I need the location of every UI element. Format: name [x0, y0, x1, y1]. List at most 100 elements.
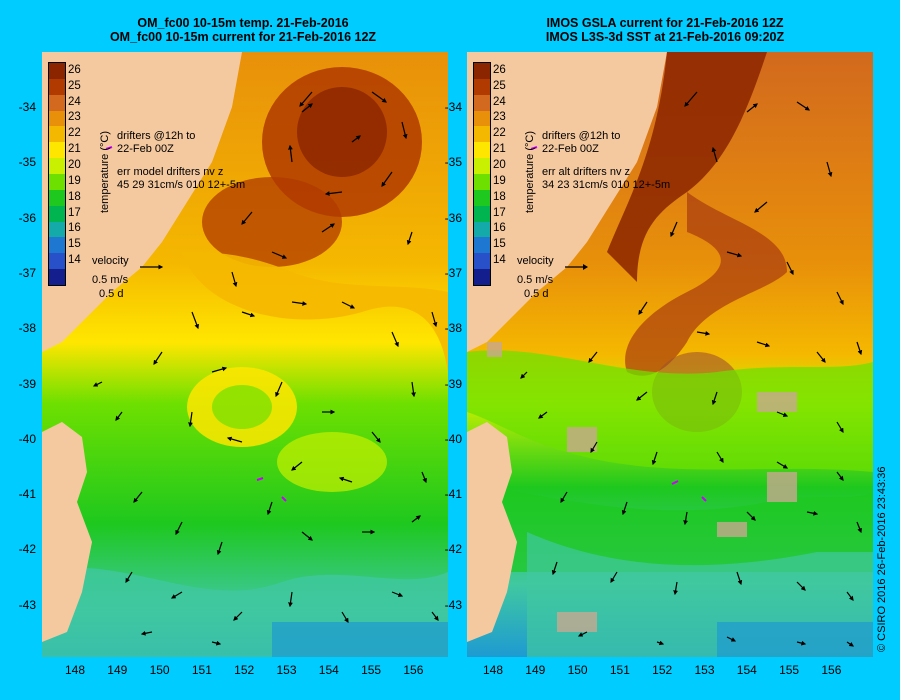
left-colorbar [48, 62, 66, 286]
colorbar-tick-label: 22 [68, 127, 81, 140]
colorbar-swatch [474, 110, 490, 127]
right-drifter-marker [530, 146, 538, 150]
longitude-tick-label: 154 [318, 663, 339, 677]
latitude-tick-label: -40 [444, 431, 462, 446]
longitude-tick-label: 153 [694, 663, 715, 677]
left-title-line2: OM_fc00 10-15m current for 21-Feb-2016 1… [109, 30, 377, 44]
latitude-tick-label: -35 [444, 155, 462, 170]
colorbar-tick-label: 26 [493, 63, 506, 76]
colorbar-tick-label: 18 [493, 190, 506, 203]
right-colorbar-label: temperature (°C) [524, 130, 536, 214]
right-velocity-scale: 0.5 m/s [517, 274, 554, 286]
longitude-tick-label: 148 [64, 663, 86, 677]
colorbar-tick-label: 17 [493, 206, 506, 219]
longitude-tick-label: 148 [482, 663, 504, 677]
colorbar-swatch [49, 253, 65, 270]
right-map-image [467, 52, 873, 657]
colorbar-tick-label: 15 [68, 238, 81, 251]
left-error-text: err model drifters nv z 45 29 31cm/s 010… [117, 166, 245, 192]
left-title-line1: OM_fc00 10-15m temp. 21-Feb-2016 [137, 16, 349, 30]
colorbar-tick-label: 21 [68, 143, 81, 156]
colorbar-swatch [474, 78, 490, 96]
left-velocity-label: velocity [92, 255, 129, 267]
colorbar-tick-label: 21 [493, 143, 506, 156]
left-err-line2: 45 29 31cm/s 010 12+-5m [117, 179, 246, 191]
latitude-tick-label: -34 [444, 100, 462, 114]
latitude-tick-label: -39 [18, 376, 36, 391]
latitude-tick-label: -42 [18, 542, 36, 557]
right-error-text: err alt drifters nv z 34 23 31cm/s 010 1… [542, 166, 670, 192]
colorbar-tick-label: 24 [68, 95, 81, 108]
left-current-vectors [92, 91, 439, 646]
latitude-tick-label: -36 [18, 210, 36, 225]
colorbar-swatch [474, 158, 490, 175]
colorbar-tick-label: 22 [493, 127, 506, 140]
colorbar-tick-label: 24 [493, 95, 506, 108]
colorbar-swatch [49, 110, 65, 127]
colorbar-swatch [474, 63, 490, 80]
left-panel-title: OM_fc00 10-15m temp. 21-Feb-2016 OM_fc00… [28, 16, 458, 44]
colorbar-swatch [49, 269, 65, 286]
right-drifters-text: drifters @12h to 22-Feb 00Z [542, 130, 620, 156]
longitude-tick-label: 152 [234, 663, 255, 677]
right-drifters-line2: 22-Feb 00Z [542, 143, 599, 155]
latitude-tick-label: -41 [444, 487, 462, 502]
right-colorbar [473, 62, 491, 286]
latitude-tick-label: -40 [18, 431, 36, 446]
colorbar-swatch [49, 221, 65, 238]
colorbar-swatch [49, 94, 65, 112]
latitude-tick-label: -38 [18, 321, 36, 336]
colorbar-swatch [49, 158, 65, 175]
latitude-tick-label: -36 [444, 210, 462, 225]
colorbar-swatch [474, 94, 490, 112]
colorbar-tick-label: 19 [493, 174, 506, 187]
colorbar-swatch [474, 269, 490, 286]
colorbar-tick-label: 25 [68, 79, 81, 92]
right-title-line2: IMOS L3S-3d SST at 21-Feb-2016 09:20Z [545, 30, 785, 44]
colorbar-tick-label: 20 [68, 159, 81, 171]
latitude-tick-label: -37 [18, 265, 36, 280]
longitude-tick-label: 156 [403, 663, 424, 677]
colorbar-swatch [474, 237, 490, 254]
left-err-line1: err model drifters nv z [117, 166, 224, 178]
latitude-tick-label: -35 [18, 155, 36, 170]
latitude-tick-label: -38 [444, 321, 462, 336]
colorbar-swatch [474, 126, 490, 143]
left-velocity-legend: velocity [92, 255, 129, 268]
right-drifter-track [671, 480, 707, 502]
right-velocity-label: velocity [517, 255, 554, 267]
right-err-line2: 34 23 31cm/s 010 12+-5m [542, 179, 671, 191]
left-map-image [42, 52, 448, 657]
colorbar-swatch [49, 205, 65, 223]
left-drifter-track [256, 477, 287, 502]
colorbar-swatch [474, 174, 490, 191]
right-current-vectors [520, 91, 863, 647]
right-velocity-legend: velocity [517, 255, 554, 268]
left-velocity-time: 0.5 d [99, 288, 124, 300]
right-panel-title: IMOS GSLA current for 21-Feb-2016 12Z IM… [450, 16, 880, 44]
colorbar-swatch [474, 221, 490, 238]
colorbar-tick-label: 25 [493, 79, 506, 92]
longitude-tick-label: 149 [107, 663, 128, 677]
copyright-timestamp: © CSIRO 2016 26-Feb-2016 23:43:36 [876, 466, 888, 652]
colorbar-tick-label: 23 [493, 111, 506, 124]
longitude-tick-label: 151 [191, 663, 212, 677]
left-drifters-line1: drifters @12h to [117, 130, 196, 142]
longitude-tick-label: 150 [149, 663, 170, 677]
colorbar-tick-label: 15 [493, 238, 506, 251]
latitude-tick-label: -39 [444, 376, 462, 391]
colorbar-swatch [474, 142, 490, 159]
right-title-line1: IMOS GSLA current for 21-Feb-2016 12Z [546, 16, 784, 30]
colorbar-tick-label: 16 [68, 222, 81, 235]
left-drifter-marker [105, 146, 113, 150]
colorbar-swatch [49, 78, 65, 96]
latitude-tick-label: -37 [444, 265, 462, 280]
colorbar-swatch [49, 126, 65, 143]
longitude-tick-label: 155 [779, 663, 800, 677]
left-velocity-arrow [140, 264, 164, 270]
colorbar-swatch [49, 142, 65, 159]
colorbar-tick-label: 14 [68, 254, 81, 267]
colorbar-swatch [49, 237, 65, 254]
latitude-tick-label: -41 [18, 487, 36, 502]
colorbar-tick-label: 26 [68, 63, 81, 76]
